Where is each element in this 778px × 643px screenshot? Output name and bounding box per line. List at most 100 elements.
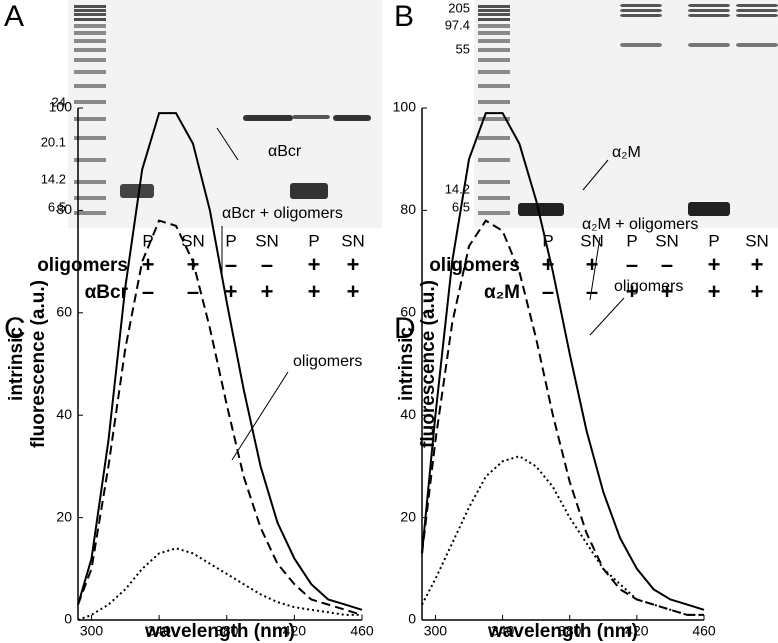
leader [589,236,601,301]
marker-label: 14.2 [445,181,470,196]
sign: + [586,252,599,277]
gel [474,0,778,228]
gel [68,0,382,228]
series-label: α₂M + oligomers [582,216,698,233]
panel-letter: C [4,312,26,345]
marker-band [74,31,106,35]
marker-band [478,39,510,43]
x-label: wavelength (nm) [144,621,295,642]
sign: – [586,279,598,304]
sign: + [225,279,238,304]
y-tick-label: 80 [56,201,72,217]
marker-band [74,58,106,62]
lane-label: SN [255,231,279,250]
y-label: fluorescence (a.u.) [418,280,439,448]
marker-band [478,84,510,88]
y-label: intrinsic [6,327,27,401]
sample-band [620,43,662,47]
sample-band [290,183,328,199]
lane-label: P [542,231,553,250]
line-series [77,112,363,611]
sign: + [751,252,764,277]
sign: + [347,279,360,304]
lane-label: SN [181,231,205,250]
panel-letter: A [4,0,24,33]
marker-band [74,13,106,16]
y-tick-label: 80 [400,201,416,217]
marker-band [478,136,510,140]
series-label: oligomers [293,353,362,370]
sign: – [142,279,154,304]
series-label: αBcr + oligomers [222,205,343,222]
x-tick-label: 380 [215,623,239,639]
lane-label: P [708,231,719,250]
sample-band [518,203,564,216]
marker-band [478,31,510,35]
sample-band [620,14,662,17]
sign: + [542,252,555,277]
lane-label: SN [580,231,604,250]
sample-band [620,9,662,12]
marker-band [74,211,106,215]
series-label: αBcr [268,143,302,160]
y-tick-label: 20 [400,508,416,524]
marker-band [478,100,510,104]
marker-band [74,24,106,28]
y-tick-label: 100 [49,99,73,115]
line-series [421,112,705,611]
marker-band [478,70,510,74]
line-series [421,455,704,616]
sample-band [736,43,778,47]
x-tick-label: 460 [350,623,374,639]
panel-letter: D [394,312,416,345]
marker-band [478,58,510,62]
marker-band [478,48,510,52]
sign: – [542,279,554,304]
marker-label: 14.2 [41,171,66,186]
marker-label: 20.1 [41,134,66,149]
marker-band [74,100,106,104]
marker-label: 97.4 [445,17,470,32]
marker-label: 6.5 [48,199,66,214]
leader [582,159,609,191]
marker-label: 55 [456,41,470,56]
sign: + [626,279,639,304]
lane-label: SN [655,231,679,250]
sample-band [736,4,778,7]
sample-band [620,4,662,7]
row-label: α₂M [484,282,520,303]
series-label: α₂M [612,144,641,161]
sign: – [661,252,673,277]
lane-label: P [308,231,319,250]
marker-label: 24 [52,94,66,109]
marker-band [478,24,510,28]
y-label: intrinsic [396,327,417,401]
line-series [77,219,363,616]
x-tick-label: 460 [692,623,716,639]
marker-band [478,18,510,21]
sample-band [688,43,730,47]
panel-letter: B [394,0,414,33]
lane-label: P [225,231,236,250]
leader [216,127,239,161]
lane-label: SN [341,231,365,250]
marker-band [478,9,510,12]
sign: + [751,279,764,304]
sign: – [225,252,237,277]
y-tick-label: 60 [400,304,416,320]
sample-band [243,115,293,121]
marker-band [74,5,106,8]
sign: + [308,279,321,304]
x-label: wavelength (nm) [487,621,638,642]
sample-band [333,115,371,121]
y-tick-label: 20 [56,508,72,524]
sign: + [708,279,721,304]
y-tick-label: 0 [408,611,416,627]
sign: + [142,252,155,277]
sign: + [308,252,321,277]
x-tick-label: 300 [80,623,104,639]
marker-band [74,180,106,184]
sign: + [661,279,674,304]
marker-band [74,48,106,52]
y-tick-label: 40 [400,406,416,422]
